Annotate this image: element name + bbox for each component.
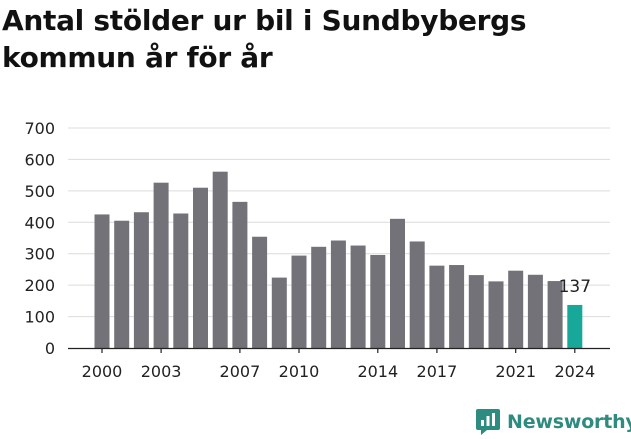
bar-2002 (133, 212, 149, 348)
y-axis: 0 100 200 300 400 500 600 700 (24, 119, 55, 358)
newsworthy-logo-text: Newsworthy (507, 411, 631, 433)
bar-2023 (547, 281, 563, 348)
x-tick-label: 2003 (141, 362, 182, 381)
x-tick-label: 2021 (495, 362, 536, 381)
bar-2007 (232, 201, 248, 348)
y-tick-label: 500 (24, 182, 55, 201)
bar-2012 (330, 240, 346, 348)
y-tick-label: 0 (45, 339, 55, 358)
bar-2010 (291, 255, 307, 348)
chart-title: Antal stölder ur bil i Sundbybergs kommu… (2, 4, 527, 74)
bar-2018 (449, 265, 465, 348)
data-labels: 137 (559, 277, 591, 297)
bar-2001 (114, 220, 130, 348)
x-tick-label: 2017 (417, 362, 458, 381)
bar-2024 (567, 304, 583, 348)
newsworthy-logo: Newsworthy (475, 406, 631, 438)
y-tick-label: 400 (24, 213, 55, 232)
bar-2021 (508, 270, 524, 348)
bar-2000 (94, 214, 110, 348)
bar-2008 (252, 236, 268, 348)
x-tick-label: 2000 (82, 362, 123, 381)
y-tick-label: 300 (24, 245, 55, 264)
bar-2020 (488, 281, 504, 348)
x-tick-label: 2010 (279, 362, 320, 381)
x-tick-label: 2014 (357, 362, 398, 381)
data-label-2024: 137 (559, 277, 591, 297)
bar-2011 (311, 246, 327, 348)
newsworthy-logo-icon (476, 409, 500, 435)
bar-2019 (468, 275, 484, 348)
x-tick-label: 2007 (220, 362, 261, 381)
bar-2014 (370, 254, 386, 348)
y-tick-label: 200 (24, 276, 55, 295)
bar-2006 (212, 171, 228, 348)
y-tick-label: 600 (24, 150, 55, 169)
bar-2015 (390, 218, 405, 348)
bar-2017 (429, 265, 445, 348)
y-tick-label: 700 (24, 119, 55, 138)
y-tick-label: 100 (24, 308, 55, 327)
bar-2013 (350, 245, 366, 348)
x-axis: 2000 2003 2007 2010 2014 2017 2021 2024 (68, 347, 610, 381)
bar-2004 (173, 213, 189, 348)
bar-2022 (527, 274, 543, 348)
bar-2003 (153, 182, 169, 348)
x-tick-label: 2024 (554, 362, 595, 381)
bar-2016 (409, 241, 425, 348)
bar-2009 (271, 277, 287, 348)
bars (94, 171, 583, 348)
bar-2005 (193, 187, 208, 348)
